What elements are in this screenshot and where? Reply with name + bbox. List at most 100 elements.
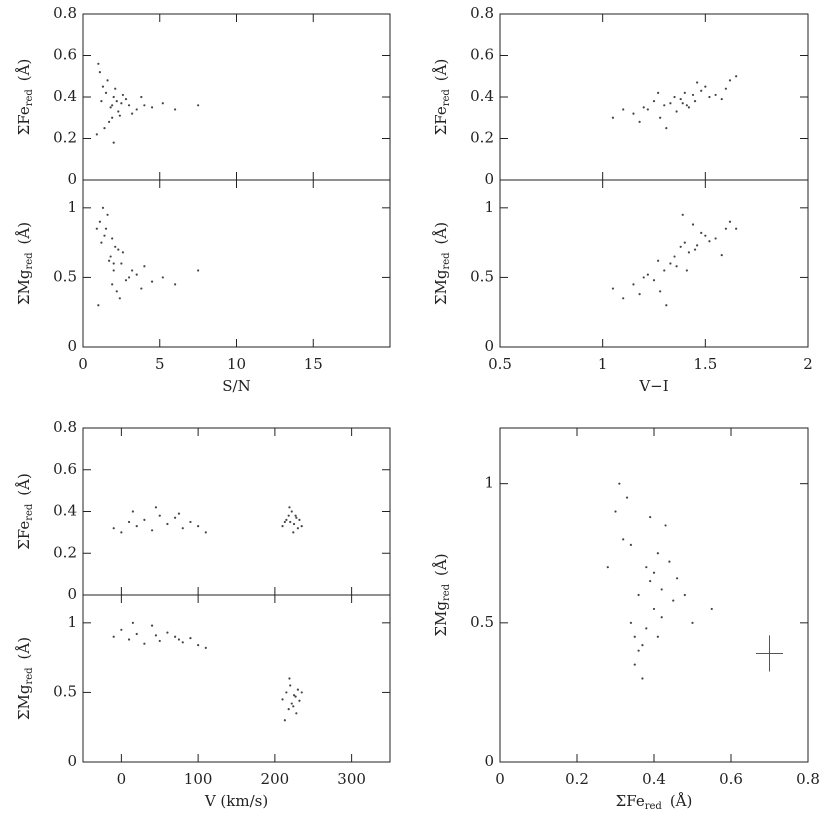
point	[710, 607, 713, 611]
y-tick-label: 0.4	[53, 502, 77, 520]
point	[693, 248, 697, 251]
point	[197, 644, 200, 647]
point	[664, 524, 667, 527]
plot-frame	[82, 594, 391, 763]
y-tick-label: 0.4	[53, 87, 77, 105]
y-tick-label: 0.5	[470, 613, 494, 631]
point	[708, 95, 711, 99]
point	[104, 91, 108, 94]
point	[112, 527, 115, 530]
point	[117, 110, 120, 113]
y-tick-label: 1	[484, 198, 494, 216]
point	[174, 635, 177, 638]
point	[652, 100, 656, 103]
point	[633, 663, 636, 666]
point	[646, 108, 649, 111]
point	[669, 262, 672, 265]
point	[120, 102, 123, 105]
x-axis-label-sub: red	[645, 801, 663, 812]
point	[98, 71, 101, 74]
x-tick-label: 0.6	[719, 770, 743, 788]
point	[663, 269, 666, 272]
point	[143, 104, 146, 107]
point	[281, 525, 284, 528]
y-tick-label: 0.4	[470, 87, 494, 105]
y-tick-label: 0.5	[470, 267, 494, 285]
point	[300, 525, 303, 528]
point	[704, 85, 707, 88]
point	[652, 571, 656, 574]
y-axis-label: ΣMgred (Å)	[432, 222, 452, 305]
y-axis-label-main: ΣMg	[15, 684, 33, 720]
point	[95, 133, 98, 136]
y-axis-label: ΣFered (Å)	[432, 59, 452, 136]
y-tick-label: 0.6	[53, 46, 77, 64]
point	[174, 516, 177, 519]
point	[637, 649, 640, 652]
point	[127, 638, 131, 641]
y-tick-label: 0	[484, 170, 494, 188]
point	[127, 104, 131, 107]
x-axis-label-unit: (Å)	[670, 792, 693, 810]
point	[687, 251, 691, 254]
point	[120, 531, 123, 534]
point	[100, 241, 103, 244]
point	[131, 510, 134, 513]
x-tick-label: 5	[155, 355, 165, 373]
point	[131, 269, 134, 272]
point	[714, 237, 717, 240]
point	[135, 108, 138, 111]
point	[98, 220, 101, 223]
point	[652, 279, 656, 282]
plot-frame	[82, 13, 391, 181]
point	[177, 638, 181, 641]
plot-frame	[499, 13, 809, 181]
point	[681, 213, 684, 216]
point	[103, 234, 106, 237]
point	[691, 93, 695, 97]
point	[642, 276, 645, 279]
point	[673, 95, 676, 99]
point	[150, 280, 154, 283]
y-tick-label: 0	[67, 170, 77, 188]
plot-frame	[82, 427, 391, 596]
point	[728, 79, 732, 82]
point	[124, 97, 128, 101]
point	[112, 262, 115, 265]
y-axis-label: ΣMgred (Å)	[432, 553, 452, 636]
point	[675, 110, 678, 113]
point	[118, 114, 121, 117]
y-tick-label: 0.2	[53, 129, 77, 147]
point	[679, 245, 682, 248]
point	[659, 290, 662, 293]
point	[638, 293, 641, 296]
point	[683, 593, 686, 597]
y-axis-label: ΣFered (Å)	[15, 473, 35, 550]
point	[189, 520, 192, 524]
point	[294, 695, 297, 698]
point	[106, 213, 109, 216]
y-axis-label-main: ΣFe	[15, 106, 33, 135]
point	[112, 269, 115, 272]
point	[292, 694, 296, 697]
point	[112, 635, 115, 638]
y-axis-label-main: ΣMg	[432, 601, 450, 637]
point	[285, 691, 288, 694]
point	[614, 510, 617, 513]
point	[649, 579, 652, 583]
point	[641, 644, 644, 647]
point	[124, 279, 128, 282]
point	[668, 560, 671, 563]
y-tick-label: 0.2	[53, 543, 77, 561]
point	[735, 75, 738, 78]
y-tick-label: 0.2	[470, 129, 494, 147]
y-tick-label: 0	[67, 337, 77, 355]
point	[158, 514, 161, 517]
point	[107, 259, 111, 262]
point	[114, 87, 117, 90]
y-axis-label-unit: (Å)	[432, 222, 450, 245]
y-tick-label: 0	[484, 337, 494, 355]
x-tick-label: 0	[117, 770, 127, 788]
point	[292, 522, 296, 526]
point	[97, 304, 100, 307]
